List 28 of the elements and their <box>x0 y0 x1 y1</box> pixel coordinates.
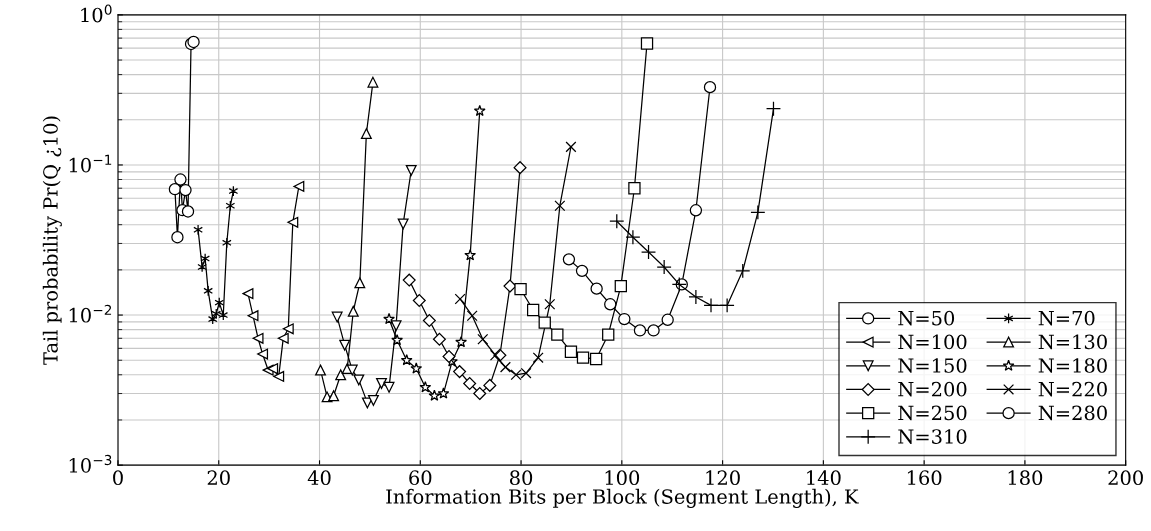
y-axis-title: Tail probability Pr(Q ¿10) <box>42 116 62 365</box>
x-tick-label: 100 <box>605 470 640 486</box>
legend-label: N=100 <box>898 334 967 350</box>
x-tick-label: 40 <box>307 470 331 486</box>
legend-label: N=250 <box>898 405 967 421</box>
x-tick-label: 140 <box>807 470 841 486</box>
y-tick-label: 10$^{0}$ <box>81 4 112 23</box>
x-tick-label: 20 <box>207 470 230 486</box>
x-tick-label: 0 <box>113 470 123 486</box>
legend-label: N=50 <box>898 310 955 326</box>
legend-label: N=200 <box>898 381 967 397</box>
legend-label: N=130 <box>1038 334 1107 350</box>
y-tick-label: 10$^{−3}$ <box>69 454 112 473</box>
legend-label: N=150 <box>898 358 967 373</box>
y-tick-label: 10$^{−1}$ <box>69 154 112 173</box>
x-axis-title: Information Bits per Block (Segment Length), K <box>386 488 859 508</box>
x-tick-label: 60 <box>409 470 432 486</box>
x-tick-label: 120 <box>706 470 740 486</box>
y-tick-label: 10$^{−2}$ <box>69 304 112 323</box>
legend-label: N=180 <box>1038 358 1107 373</box>
legend-label: N=310 <box>898 429 967 444</box>
x-tick-label: 200 <box>1108 470 1143 486</box>
legend-label: N=280 <box>1038 405 1107 421</box>
x-tick-label: 160 <box>907 470 942 486</box>
x-tick-label: 80 <box>509 470 533 486</box>
legend-label: N=70 <box>1038 310 1095 326</box>
legend-label: N=220 <box>1038 381 1107 397</box>
x-tick-label: 180 <box>1008 470 1043 486</box>
